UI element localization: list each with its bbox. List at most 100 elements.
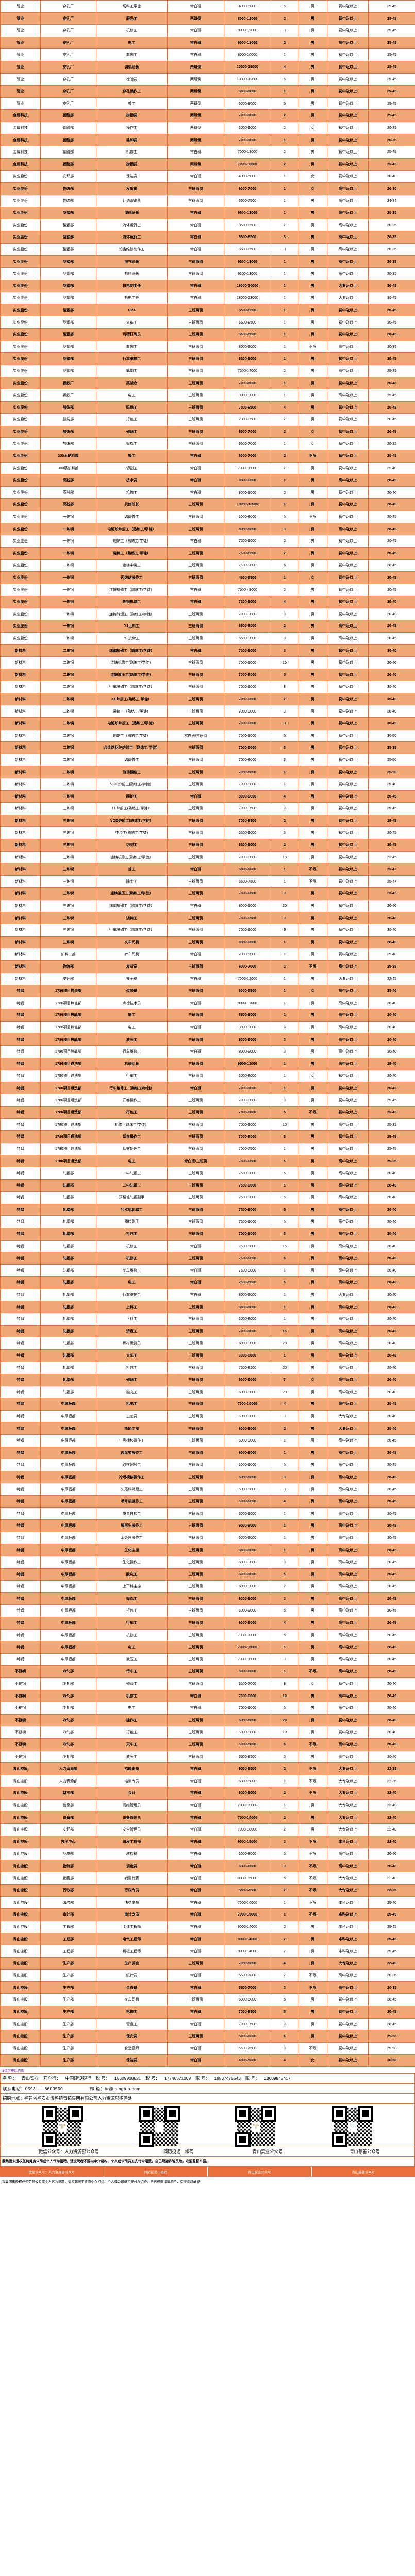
cell-sal: 6000-9000 [224,1787,271,1800]
cell-num: 2 [271,486,298,499]
cell-co: 青山控股 [0,1811,41,1824]
cell-num: 2 [271,547,298,560]
cell-sex: 男 [298,911,327,925]
qr-code-charity[interactable]: ♡ [332,2106,374,2147]
cell-dept: 钢管部 [40,121,96,134]
cell-sal: 6000-8000 [224,1859,271,1873]
cell-co: 管业 [0,48,41,61]
qr-code-qingshan-industry[interactable]: 青山实业 [235,2106,277,2147]
cell-shift: 常白班 [167,1689,224,1703]
cell-sex: 男 [298,2018,327,2031]
cell-sal: 8000-9000 [224,486,271,499]
phone-value[interactable]: 0593——6600550 [25,2086,63,2091]
cell-sal: 9000-11000 [224,996,271,1010]
cell-edu: 高中及以上 [327,1361,369,1375]
cell-sal: 6000-9000 [224,1556,271,1569]
cell-sex: 男 [298,1544,327,1556]
cell-sal: 6000-9000 [224,1531,271,1545]
bottom-bar-item-hr[interactable]: 微信公众号：人力资源部公众号 [0,2167,104,2177]
cell-age: 20-45 [368,547,415,560]
cell-sex: 女 [298,182,327,195]
cell-dept: 1780项目退洗部 [40,1142,96,1156]
cell-shift: 三班两倒 [167,1544,224,1556]
cell-shift: 三班两倒 [167,826,224,839]
table-row: 金属科技 钢管部 机修工 常白班 7000-13000 2 男初中及以上 25-45 [0,146,415,159]
cell-sex: 男 [298,1264,327,1277]
table-row: 特钢 中厚板部 打包工 三班两倒 6000-9000 5 男高中及以上 20-45 [0,1604,415,1617]
table-row: 新材料 三炼钢 中浇工(熟练工/学徒) 三班两倒 6500-9000 3 男初中及以上 20-… [0,826,415,839]
cell-shift: 三班两倒 [167,498,224,511]
cell-post: 连铸机修工(熟练工/学徒） [96,656,168,669]
cell-dept: 穿孔厂 [40,97,96,110]
cell-co: 青山控股 [0,1957,41,1970]
cell-dept: 型钢部 [40,267,96,280]
qr-code-resume[interactable] [138,2106,180,2147]
email-label: 邮 箱： [90,2086,105,2091]
bottom-bar-item-charity[interactable]: 青山慈善公众号 [352,2171,375,2175]
cell-co: 管业 [0,12,41,25]
cell-age: 25-45 [368,1933,415,1945]
cell-num: 3 [271,717,298,730]
cell-edu: 初中及以上 [327,510,369,523]
cell-num: 1 [271,1264,298,1277]
cell-sex: 男 [298,1714,327,1727]
cell-num: 5 [271,1167,298,1180]
table-row: 实业股份 型钢部 司磅打牌员 三班两倒 6500-8500 1 男初中及以上 20-45 [0,328,415,341]
cell-num: 1 [271,377,298,389]
cell-post: 抛丸工 [96,1385,168,1399]
cell-num: 2 [271,425,298,438]
cell-post: 食堂厨师 [96,2042,168,2055]
cell-age: 30-45 [368,292,415,304]
bottom-bar-item-industry[interactable]: 青山实业公众号 [208,2167,312,2177]
cell-co: 青山控股 [0,1823,41,1836]
cell-post: 切料工学徒 [96,0,168,13]
cell-age: 25-45 [368,1106,415,1119]
table-row: 实业股份 型钢部 车床工 三班两倒 8000-9000 1 不限 高中及以上 20-35 [0,340,415,353]
cell-sal: 7000-7500 [224,1142,271,1156]
cell-co: 不锈钢 [0,1714,41,1727]
cell-edu: 高中及以上 [327,1325,369,1338]
cell-co: 特钢 [0,1374,41,1386]
cell-co: 实业股份 [0,607,41,621]
cell-post: 叉车司机 [96,1993,168,2006]
cell-sex: 男 [298,1215,327,1228]
cell-edu: 初中及以上 [327,656,369,669]
cell-num: 5 [271,0,298,13]
cell-age: 20-40 [368,1422,415,1435]
cell-post: Y1上料工 [96,620,168,633]
cell-co: 特钢 [0,1434,41,1447]
disclaimer-row: 我集团未授权任何劳务公司或个人代为招聘，请应聘者不要向中介机构、个人或公司员工支… [0,2156,415,2167]
cell-shift: 三班两倒 [167,1434,224,1447]
cell-dept: 一炼钢 [40,559,96,572]
cell-sex: 不限 [298,1981,327,1994]
cell-num: 3 [271,632,298,645]
qr-code-hr[interactable]: 青拓集团 [41,2106,83,2147]
cell-shift: 常白班 [167,899,224,912]
cell-shift: 常白班 [167,1021,224,1034]
table-row: 实业股份 高线部 机修班长 三班两倒 10000-12000 1 男初中及以上 20-40 [0,498,415,511]
cell-shift: 常白班 [167,36,224,49]
cell-post: 普工 [96,863,168,876]
cell-sex: 男 [298,1167,327,1180]
cell-edu: 大专及以上 [327,1823,369,1836]
cell-num: 1 [271,863,298,876]
cell-sal: 8000-15000 [224,1872,271,1885]
bottom-bar-item-resume[interactable]: 简历投递二维码 [104,2167,208,2177]
cell-sex: 女 [298,985,327,997]
cell-sal: 7000-9000 [224,1325,271,1338]
cell-dept: 三炼钢 [40,924,96,937]
cell-co: 实业股份 [0,352,41,365]
cell-age: 20-45 [368,1507,415,1520]
cell-num: 3 [271,1045,298,1058]
cell-co: 特钢 [0,1361,41,1375]
cell-sex: 男 [298,1057,327,1071]
cell-co: 新材料 [0,924,41,937]
cell-num: 1 [271,1908,298,1921]
email-value[interactable]: hr@tsingtuo.com [105,2086,141,2091]
cell-dept: 三炼钢 [40,851,96,864]
cell-sal: 4500-5500 [224,571,271,584]
table-row: 特钢 中厚板部 喷号机操作工 三班两倒 6000-9000 4 男高中及以上 20-45 [0,1495,415,1508]
cell-age: 20-35 [368,1981,415,1994]
table-row: 特钢 1780项目热轧部 磨工 三班两倒 6500-8000 1 男高中及以上 20-40 [0,1009,415,1022]
qr-center-logo-resume [155,2121,164,2132]
